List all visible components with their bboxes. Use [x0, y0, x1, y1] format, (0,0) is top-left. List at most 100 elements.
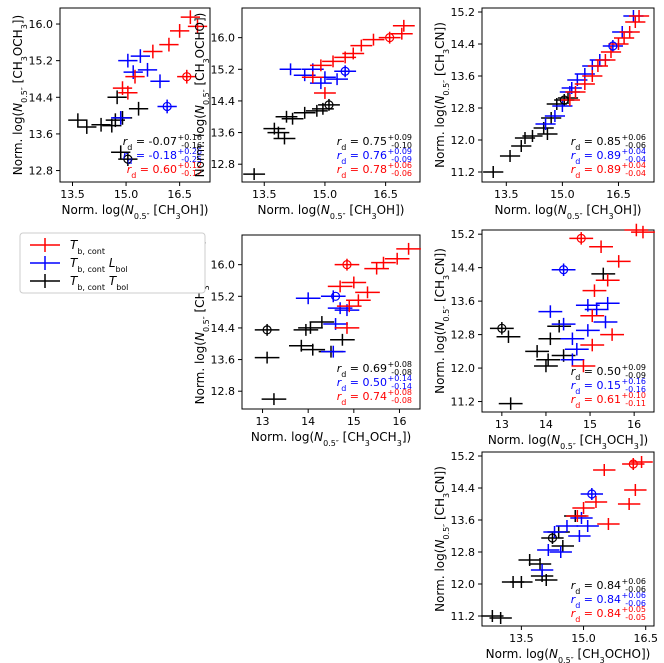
data-point-red [180, 10, 200, 25]
data-point-blue [544, 110, 566, 122]
data-point-black [300, 343, 326, 356]
circled-point-black [497, 323, 507, 333]
data-point-blue [295, 292, 321, 305]
rd-plus-err: +0.26 [177, 147, 202, 156]
data-point-red [589, 240, 613, 254]
rd-stat-red: +0.05-0.05 rd = 0.84 [571, 605, 646, 624]
data-point-blue [595, 296, 620, 310]
data-point-black [293, 106, 316, 119]
rd-value: rd = 0.50 [571, 365, 621, 382]
rd-stat-black: +0.16-0.16 rd = -0.07 [123, 133, 202, 152]
rd-minus-err: -0.08 [391, 368, 412, 377]
y-tick-label: 12.0 [451, 362, 476, 375]
x-tick-label: 15 [583, 418, 597, 431]
data-point-red [336, 300, 362, 313]
y-tick-label: 16.0 [211, 32, 236, 45]
x-tick-label: 15.0 [313, 188, 338, 201]
data-point-red [342, 47, 365, 60]
rd-stat-red: +0.06-0.06 rd = 0.78 [337, 161, 412, 180]
y-tick-label: 13.6 [451, 295, 476, 308]
rd-minus-err: -0.14 [391, 382, 412, 391]
data-point-red [608, 38, 629, 50]
data-point-red [630, 456, 653, 468]
x-tick-label: 13.5 [509, 632, 534, 645]
data-point-red [593, 464, 616, 476]
data-point-black [511, 140, 532, 152]
axes-frame [59, 7, 211, 183]
legend-label: Tb, cont Lbol [70, 256, 128, 274]
data-point-black [537, 128, 558, 140]
x-tick-label: 14 [301, 415, 315, 428]
rd-value: rd = 0.84 [571, 579, 621, 596]
y-tick-label: 13.6 [211, 127, 236, 140]
data-point-blue [564, 342, 589, 356]
y-axis-label: Norm. log(N0.5″ [CH3CN]) [433, 22, 451, 168]
data-point-red [613, 32, 635, 44]
data-point-black [536, 353, 561, 366]
rd-value: rd = 0.89 [571, 149, 621, 166]
data-point-red [350, 39, 373, 52]
x-tick-label: 16 [627, 418, 641, 431]
x-axis-label: Norm. log(N0.5″ [CH3OCH3]) [251, 430, 411, 448]
data-point-blue [560, 353, 585, 366]
circled-point-black [262, 325, 272, 335]
axes-frame [481, 229, 655, 413]
x-axis-label: Norm. log(N0.5″ [CH3OH]) [495, 203, 642, 221]
data-point-blue [549, 546, 572, 558]
data-point-red [118, 85, 138, 100]
data-point-red [587, 60, 609, 72]
data-point-black [496, 330, 521, 343]
rd-plus-err: +0.06 [621, 591, 646, 600]
x-tick-label: 13 [256, 415, 270, 428]
x-tick-label: 13.5 [252, 188, 277, 201]
rd-value: rd = 0.89 [571, 163, 621, 180]
data-point-black [499, 150, 521, 162]
data-point-red [606, 255, 631, 268]
circled-point-blue [340, 66, 350, 76]
rd-value: rd = 0.84 [571, 593, 621, 610]
data-point-red [362, 33, 385, 46]
data-point-red [580, 338, 605, 352]
rd-plus-err: +0.16 [621, 377, 646, 386]
x-tick-label: 15 [347, 415, 361, 428]
rd-plus-err: +0.09 [387, 147, 412, 156]
data-point-red [170, 24, 190, 38]
legend-box [19, 232, 206, 294]
data-point-blue [576, 520, 599, 532]
data-point-red [125, 69, 145, 84]
rd-stat-black: +0.06-0.06 rd = 0.85 [571, 133, 646, 152]
data-point-red [600, 328, 625, 341]
x-axis-label: Norm. log(N0.5″ [CH3OCH3]) [488, 433, 648, 451]
panel-p13: 13.5 15.0 16.511.212.012.813.614.415.2Norm… [433, 6, 655, 221]
y-tick-label: 13.6 [211, 354, 236, 367]
data-point-red [619, 26, 640, 38]
data-point-red [159, 37, 179, 52]
data-point-red [559, 94, 580, 106]
y-tick-label: 12.8 [451, 102, 476, 115]
data-point-black [267, 126, 290, 139]
y-tick-label: 14.4 [451, 262, 476, 275]
y-tick-label: 14.4 [211, 95, 236, 108]
rd-minus-err: -0.11 [625, 399, 646, 408]
y-tick-label: 15.2 [451, 450, 476, 463]
rd-plus-err: +0.09 [387, 133, 412, 142]
circled-point-red [576, 233, 586, 243]
rd-plus-err: +0.06 [387, 161, 412, 170]
rd-value: rd = 0.74 [337, 390, 387, 407]
data-point-black [547, 319, 572, 333]
y-tick-label: 13.6 [29, 128, 54, 141]
data-point-black [489, 612, 512, 624]
data-point-red [390, 27, 413, 40]
rd-stat-blue: +0.06-0.06 rd = 0.84 [571, 591, 646, 610]
rd-plus-err: +0.05 [621, 605, 646, 614]
data-point-red [574, 78, 595, 90]
data-point-red [600, 46, 622, 58]
data-point-red [392, 19, 415, 32]
data-point-red [301, 71, 324, 84]
data-point-red [309, 59, 332, 72]
axes-frame [241, 234, 421, 410]
rd-value: rd = 0.85 [571, 135, 621, 152]
rd-value: rd = 0.84 [571, 607, 621, 624]
